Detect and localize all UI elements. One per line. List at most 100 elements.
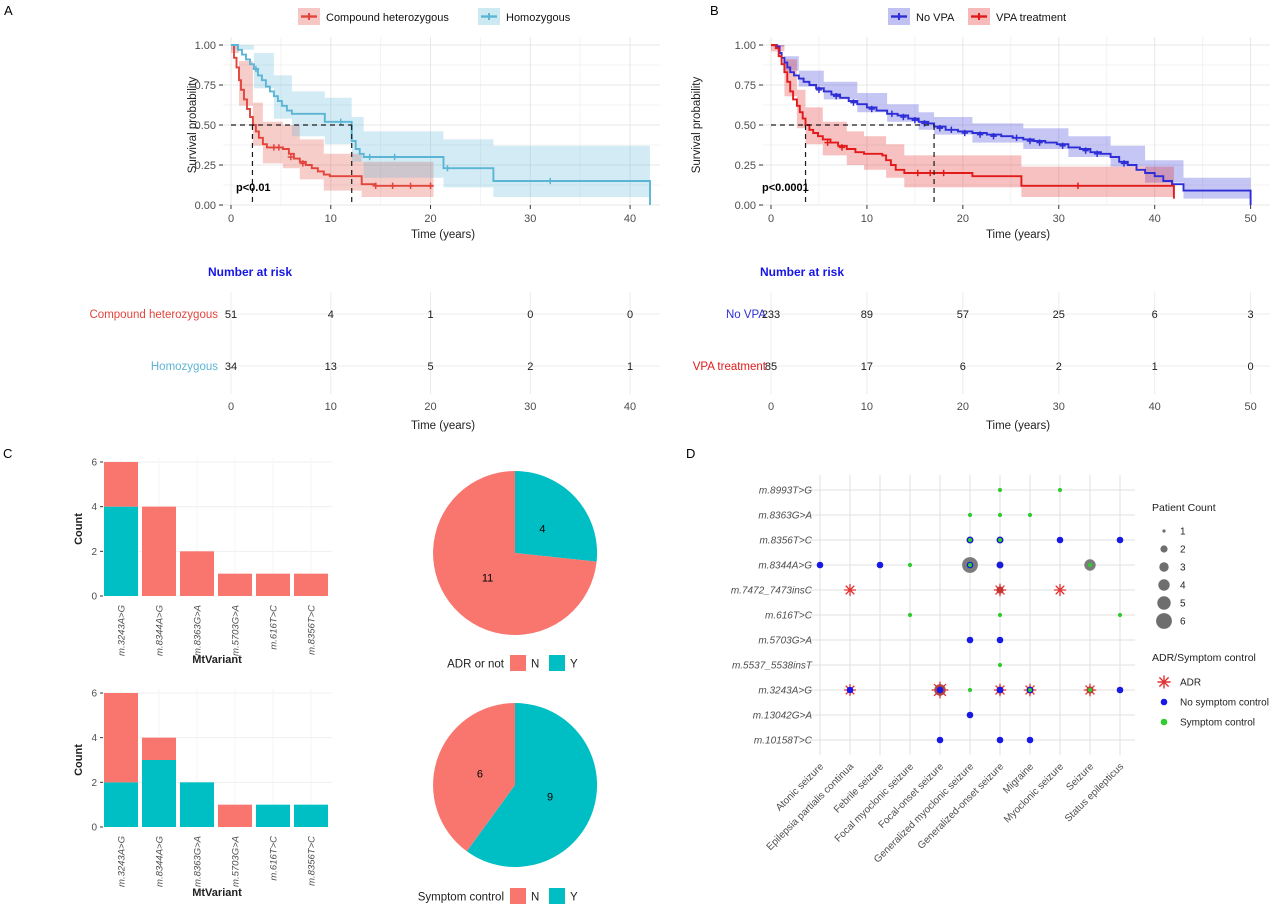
svg-text:Time (years): Time (years) (411, 420, 475, 432)
svg-text:4: 4 (91, 502, 97, 513)
svg-text:4: 4 (91, 733, 97, 744)
svg-text:Time (years): Time (years) (986, 420, 1050, 432)
svg-text:m.5537_5538insT: m.5537_5538insT (732, 661, 813, 672)
panel-c-bar-pie-charts: m.3243A>G m.8344A>G m.8363G>A m.5703G>A m.61… (73, 458, 598, 904)
svg-text:m.5703G>A: m.5703G>A (231, 836, 242, 887)
svg-text:10: 10 (325, 213, 337, 225)
panel-d-label: D (686, 446, 696, 461)
svg-text:p<0.0001: p<0.0001 (762, 182, 809, 194)
svg-text:2: 2 (527, 361, 533, 373)
svg-text:3: 3 (1248, 309, 1254, 321)
svg-text:5: 5 (427, 361, 433, 373)
svg-text:30: 30 (524, 401, 536, 413)
svg-text:40: 40 (624, 213, 636, 225)
svg-text:Status epilepticus: Status epilepticus (1063, 761, 1126, 824)
svg-text:10: 10 (325, 401, 337, 413)
panel-d-dot-plot: m.8993T>G m.8363G>A m.8356T>C m.8344A>G m.74… (731, 475, 1269, 865)
svg-text:0: 0 (768, 401, 774, 413)
svg-text:4: 4 (1180, 581, 1186, 592)
svg-text:6: 6 (1180, 617, 1186, 628)
svg-text:No VPA: No VPA (726, 309, 766, 321)
svg-text:m.13042G>A: m.13042G>A (753, 711, 813, 722)
svg-text:m.616T>C: m.616T>C (269, 836, 280, 881)
svg-text:m.8356T>C: m.8356T>C (759, 536, 812, 547)
svg-text:2: 2 (91, 778, 97, 789)
svg-text:0: 0 (228, 213, 234, 225)
svg-text:Count: Count (73, 744, 85, 776)
svg-text:0.25: 0.25 (195, 160, 216, 172)
svg-text:m.616T>C: m.616T>C (765, 611, 813, 622)
svg-text:0: 0 (91, 592, 97, 603)
svg-text:m.616T>C: m.616T>C (269, 605, 280, 650)
svg-text:6: 6 (1152, 309, 1158, 321)
svg-text:11: 11 (482, 573, 493, 585)
svg-text:233: 233 (762, 309, 780, 321)
svg-text:m.8363G>A: m.8363G>A (193, 605, 204, 656)
svg-text:Patient Count: Patient Count (1152, 502, 1216, 514)
svg-text:6: 6 (91, 689, 97, 700)
svg-text:20: 20 (957, 213, 969, 225)
svg-text:0: 0 (91, 823, 97, 834)
svg-text:m.5703G>A: m.5703G>A (231, 605, 242, 656)
svg-text:0.50: 0.50 (735, 120, 756, 132)
svg-text:Survival probability: Survival probability (187, 76, 199, 173)
svg-text:No VPA: No VPA (916, 12, 955, 24)
svg-text:2: 2 (91, 547, 97, 558)
svg-text:85: 85 (765, 361, 777, 373)
svg-text:3: 3 (1180, 563, 1186, 574)
svg-text:m.5703G>A: m.5703G>A (758, 636, 812, 647)
svg-text:9: 9 (547, 791, 553, 803)
svg-text:m.8344A>G: m.8344A>G (155, 836, 166, 887)
svg-text:Y: Y (570, 892, 578, 904)
panel-c-label: C (3, 446, 13, 461)
svg-text:5: 5 (1180, 599, 1186, 610)
svg-text:Number at risk: Number at risk (208, 265, 292, 279)
svg-text:m.3243A>G: m.3243A>G (117, 836, 128, 887)
svg-text:m.3243A>G: m.3243A>G (117, 605, 128, 656)
svg-text:20: 20 (957, 401, 969, 413)
svg-text:1: 1 (1180, 527, 1186, 538)
svg-text:VPA treatment: VPA treatment (996, 12, 1066, 24)
svg-text:40: 40 (624, 401, 636, 413)
svg-text:10: 10 (861, 401, 873, 413)
svg-text:No symptom control: No symptom control (1180, 698, 1269, 709)
svg-text:Homozygous: Homozygous (151, 361, 218, 373)
svg-text:40: 40 (1149, 213, 1161, 225)
svg-text:m.8344A>G: m.8344A>G (155, 605, 166, 656)
svg-text:1: 1 (427, 309, 433, 321)
svg-text:Time (years): Time (years) (411, 229, 475, 241)
svg-text:25: 25 (1053, 309, 1065, 321)
svg-text:m.8363G>A: m.8363G>A (193, 836, 204, 887)
svg-text:13: 13 (325, 361, 337, 373)
svg-text:m.10158T>C: m.10158T>C (754, 736, 813, 747)
svg-text:1.00: 1.00 (195, 40, 216, 52)
svg-text:Number at risk: Number at risk (760, 265, 844, 279)
svg-text:m.8993T>G: m.8993T>G (759, 486, 812, 497)
svg-text:10: 10 (861, 213, 873, 225)
svg-text:4: 4 (539, 523, 545, 535)
svg-text:Time (years): Time (years) (986, 229, 1050, 241)
svg-text:0: 0 (1248, 361, 1254, 373)
svg-text:ADR/Symptom control: ADR/Symptom control (1152, 652, 1256, 664)
svg-text:20: 20 (424, 401, 436, 413)
svg-text:0.00: 0.00 (735, 200, 756, 212)
svg-text:6: 6 (477, 769, 483, 781)
svg-text:MtVariant: MtVariant (192, 654, 242, 666)
svg-text:1: 1 (627, 361, 633, 373)
svg-text:Count: Count (73, 513, 85, 545)
svg-text:20: 20 (424, 213, 436, 225)
svg-text:0: 0 (527, 309, 533, 321)
svg-text:1.00: 1.00 (735, 40, 756, 52)
svg-text:N: N (531, 659, 539, 671)
svg-text:Compound heterozygous: Compound heterozygous (326, 12, 449, 24)
svg-text:m.8356T>C: m.8356T>C (307, 605, 318, 655)
svg-text:0.00: 0.00 (195, 200, 216, 212)
svg-text:17: 17 (861, 361, 873, 373)
svg-text:0: 0 (768, 213, 774, 225)
svg-text:p<0.01: p<0.01 (236, 182, 271, 194)
svg-text:Symptom control: Symptom control (1180, 718, 1255, 729)
svg-text:MtVariant: MtVariant (192, 887, 242, 899)
svg-text:89: 89 (861, 309, 873, 321)
